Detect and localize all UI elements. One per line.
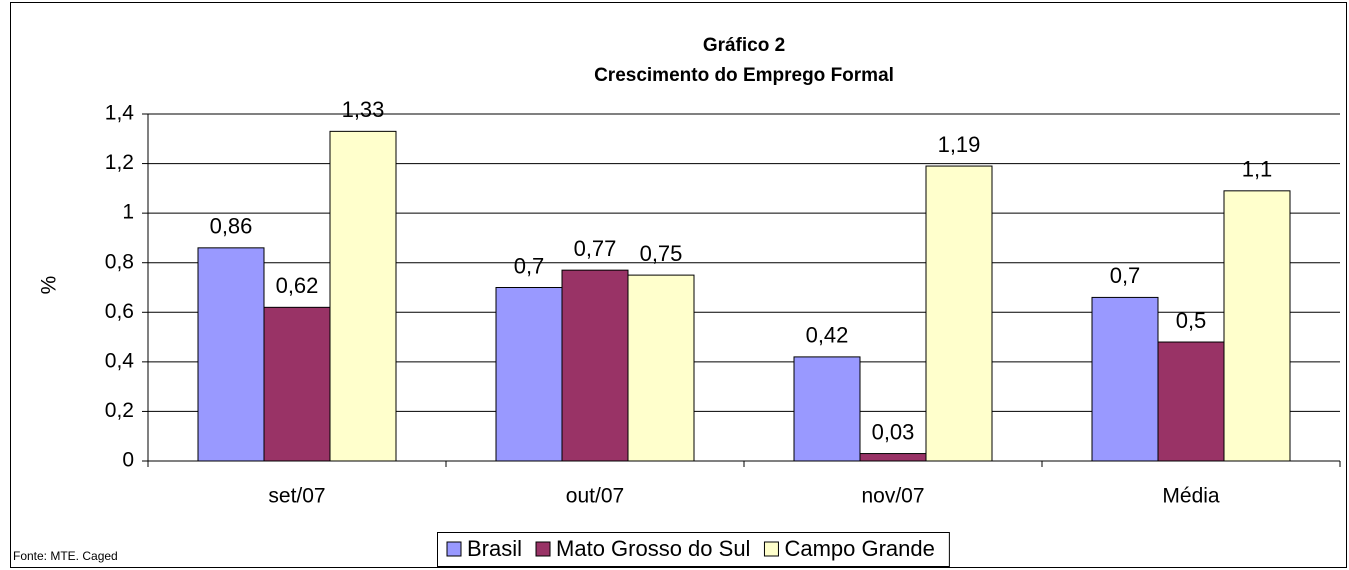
- bar: [925, 165, 993, 462]
- y-tick-label: 1,2: [105, 151, 134, 174]
- legend-swatch: [446, 541, 462, 557]
- value-label: 1,19: [938, 132, 981, 157]
- bar: [1091, 296, 1159, 462]
- bar: [263, 306, 331, 462]
- x-tick-label: set/07: [268, 485, 325, 508]
- y-tick-label: 0,6: [105, 300, 134, 323]
- legend-label: Brasil: [467, 536, 522, 561]
- bar: [793, 356, 861, 462]
- legend-label: Campo Grande: [784, 536, 934, 561]
- value-label: 0,7: [1110, 263, 1141, 288]
- legend: [437, 532, 950, 567]
- value-label: 0,5: [1176, 308, 1207, 333]
- y-tick-label: 0: [122, 449, 134, 472]
- value-label: 0,77: [574, 236, 617, 261]
- value-label: 1,33: [342, 97, 385, 122]
- y-tick-label: 0,4: [105, 349, 135, 372]
- bar: [627, 274, 695, 462]
- value-label: 1,1: [1242, 157, 1273, 182]
- bar: [1223, 190, 1291, 462]
- y-tick-label: 0,8: [105, 250, 134, 273]
- x-tick-label: Média: [1162, 485, 1220, 508]
- value-label: 0,86: [210, 214, 253, 239]
- source-note: Fonte: MTE. Caged: [13, 549, 118, 563]
- y-tick-label: 0,2: [105, 399, 134, 422]
- bar: [197, 247, 265, 462]
- legend-label: Mato Grosso do Sul: [556, 536, 750, 561]
- bar: [561, 269, 629, 462]
- bar: [495, 287, 563, 462]
- value-label: 0,75: [640, 241, 683, 266]
- legend-swatch: [535, 541, 551, 557]
- value-label: 0,7: [514, 253, 545, 278]
- y-axis-label: %: [38, 276, 61, 295]
- legend-swatch: [763, 541, 779, 557]
- value-label: 0,42: [806, 323, 849, 348]
- y-tick-label: 1,4: [105, 102, 135, 125]
- y-tick-label: 1: [122, 201, 134, 224]
- chart-title: Gráfico 2: [703, 35, 785, 56]
- value-label: 0,62: [276, 273, 319, 298]
- bar: [1157, 341, 1225, 462]
- bar: [859, 453, 927, 462]
- value-label: 0,03: [872, 419, 915, 444]
- bar: [329, 130, 397, 462]
- x-tick-label: nov/07: [861, 485, 924, 508]
- chart-subtitle: Crescimento do Emprego Formal: [594, 65, 894, 86]
- x-tick-label: out/07: [566, 485, 624, 508]
